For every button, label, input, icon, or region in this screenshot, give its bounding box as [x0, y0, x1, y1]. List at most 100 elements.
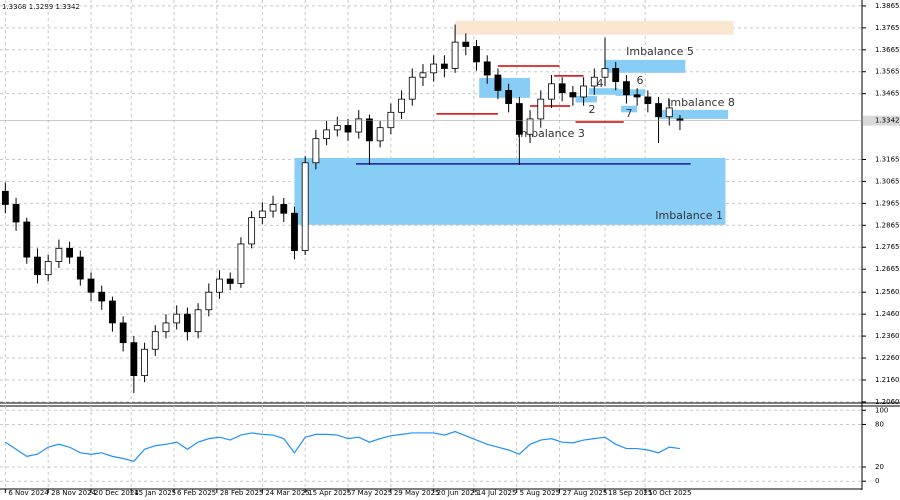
x-tick-label: 10 Oct 2025 [648, 489, 691, 497]
imbalance-zone [479, 77, 531, 98]
zone-label: Imbalance 8 [667, 96, 735, 109]
y-tick-label: 1.3065 [875, 177, 900, 185]
candle-body [269, 204, 277, 212]
candle-body [173, 313, 181, 324]
imbalance-zone [615, 89, 646, 96]
candle-body [462, 41, 470, 47]
candle-body [430, 63, 438, 74]
candle-body [12, 204, 20, 223]
candle-body [205, 291, 213, 311]
y-tick-label: 1.3765 [875, 24, 900, 32]
candle-body [237, 243, 245, 284]
candle-body [676, 118, 684, 122]
candle-body [494, 74, 502, 91]
y-tick-label: 1.2560 [875, 288, 900, 296]
candle-body [580, 85, 587, 98]
candle-body [130, 342, 138, 376]
y-tick-label: 1.2060 [875, 398, 900, 406]
candle-body [537, 98, 545, 120]
candle-body [612, 68, 620, 83]
x-tick-label: 24 Mar 2025 [265, 489, 309, 497]
imbalance-zone [621, 105, 638, 113]
candle-body [280, 204, 288, 214]
candle-body [633, 94, 641, 98]
candle-body [312, 138, 320, 164]
imbalance-zone [658, 109, 729, 119]
x-tick-label: 6 Feb 2025 [177, 489, 216, 497]
candle-body [248, 217, 256, 245]
imbalance-zone [605, 59, 686, 73]
candle-body [355, 118, 363, 133]
candle-body [526, 118, 534, 135]
candle-body [408, 76, 416, 100]
candle-body [590, 76, 598, 87]
current-price-label: 1.3342 [875, 117, 900, 125]
candle-body [366, 118, 373, 142]
candle-body [333, 125, 341, 131]
candle-body [548, 83, 555, 100]
candle-body [301, 162, 309, 251]
candle-body [505, 89, 513, 104]
zone-label: 7 [626, 107, 633, 120]
candle-body [601, 68, 609, 78]
header-close: 1.3342 [55, 3, 80, 11]
candle-body [376, 127, 384, 142]
price-label-bg [863, 115, 900, 126]
candle-body [66, 247, 74, 258]
zone-label: 2 [589, 103, 596, 116]
candle-body [226, 278, 234, 284]
candle-body [44, 261, 52, 276]
x-tick-label: 28 Nov 2024 [51, 489, 96, 497]
zone-label: Imbalance 1 [655, 209, 723, 222]
rsi-line [5, 430, 681, 463]
candle-body [655, 103, 662, 118]
candle-body [398, 98, 405, 113]
candle-body [87, 278, 95, 293]
candle-body [665, 107, 673, 118]
candle-body [162, 322, 170, 333]
candle-body [141, 348, 148, 376]
y-tick-label: 1.2460 [875, 310, 900, 318]
candle-body [183, 313, 191, 333]
candle-body [98, 291, 106, 302]
candle-body [23, 221, 31, 258]
candle-body [483, 61, 491, 76]
candle-body [569, 92, 577, 98]
candle-body [644, 96, 652, 104]
x-tick-label: 15 Jan 2025 [134, 489, 176, 497]
candle-body [515, 103, 523, 135]
header-high: 1.3368 [2, 3, 27, 11]
zone-label: 4 [597, 77, 604, 90]
y-tick-label: 1.2260 [875, 354, 900, 362]
candle-body [440, 63, 448, 69]
imbalance-zone [575, 95, 597, 103]
x-tick-label: 14 Jul 2025 [477, 489, 517, 497]
x-tick-label: 15 Apr 2025 [308, 489, 351, 497]
x-tick-label: 29 May 2025 [394, 489, 440, 497]
ohlc-header: 1.3368 1.3299 1.3342 [2, 3, 80, 11]
y-tick-label: 1.2360 [875, 332, 900, 340]
candle-body [387, 111, 395, 129]
candle-body [323, 129, 330, 140]
y-tick-label: 1.2665 [875, 265, 900, 273]
candle-body [119, 322, 127, 344]
x-tick-label: 27 Aug 2025 [562, 489, 607, 497]
y-tick-label: 80 [875, 420, 884, 428]
y-tick-label: 1.2160 [875, 376, 900, 384]
x-tick-label: 6 Nov 2024 [8, 489, 49, 497]
candle-body [76, 256, 84, 280]
candle-body [451, 41, 459, 69]
y-tick-label: 20 [875, 463, 884, 471]
zone-label: 6 [637, 74, 644, 87]
x-tick-label: 7 May 2025 [351, 489, 392, 497]
imbalance-zone [588, 88, 619, 95]
candle-body [1, 190, 9, 205]
y-tick-label: 1.3165 [875, 155, 900, 163]
candle-body [151, 331, 159, 350]
candle-body [194, 309, 202, 333]
y-tick-label: 100 [875, 406, 888, 414]
x-tick-label: 28 Feb 2025 [220, 489, 264, 497]
header-low: 1.3299 [29, 3, 54, 11]
